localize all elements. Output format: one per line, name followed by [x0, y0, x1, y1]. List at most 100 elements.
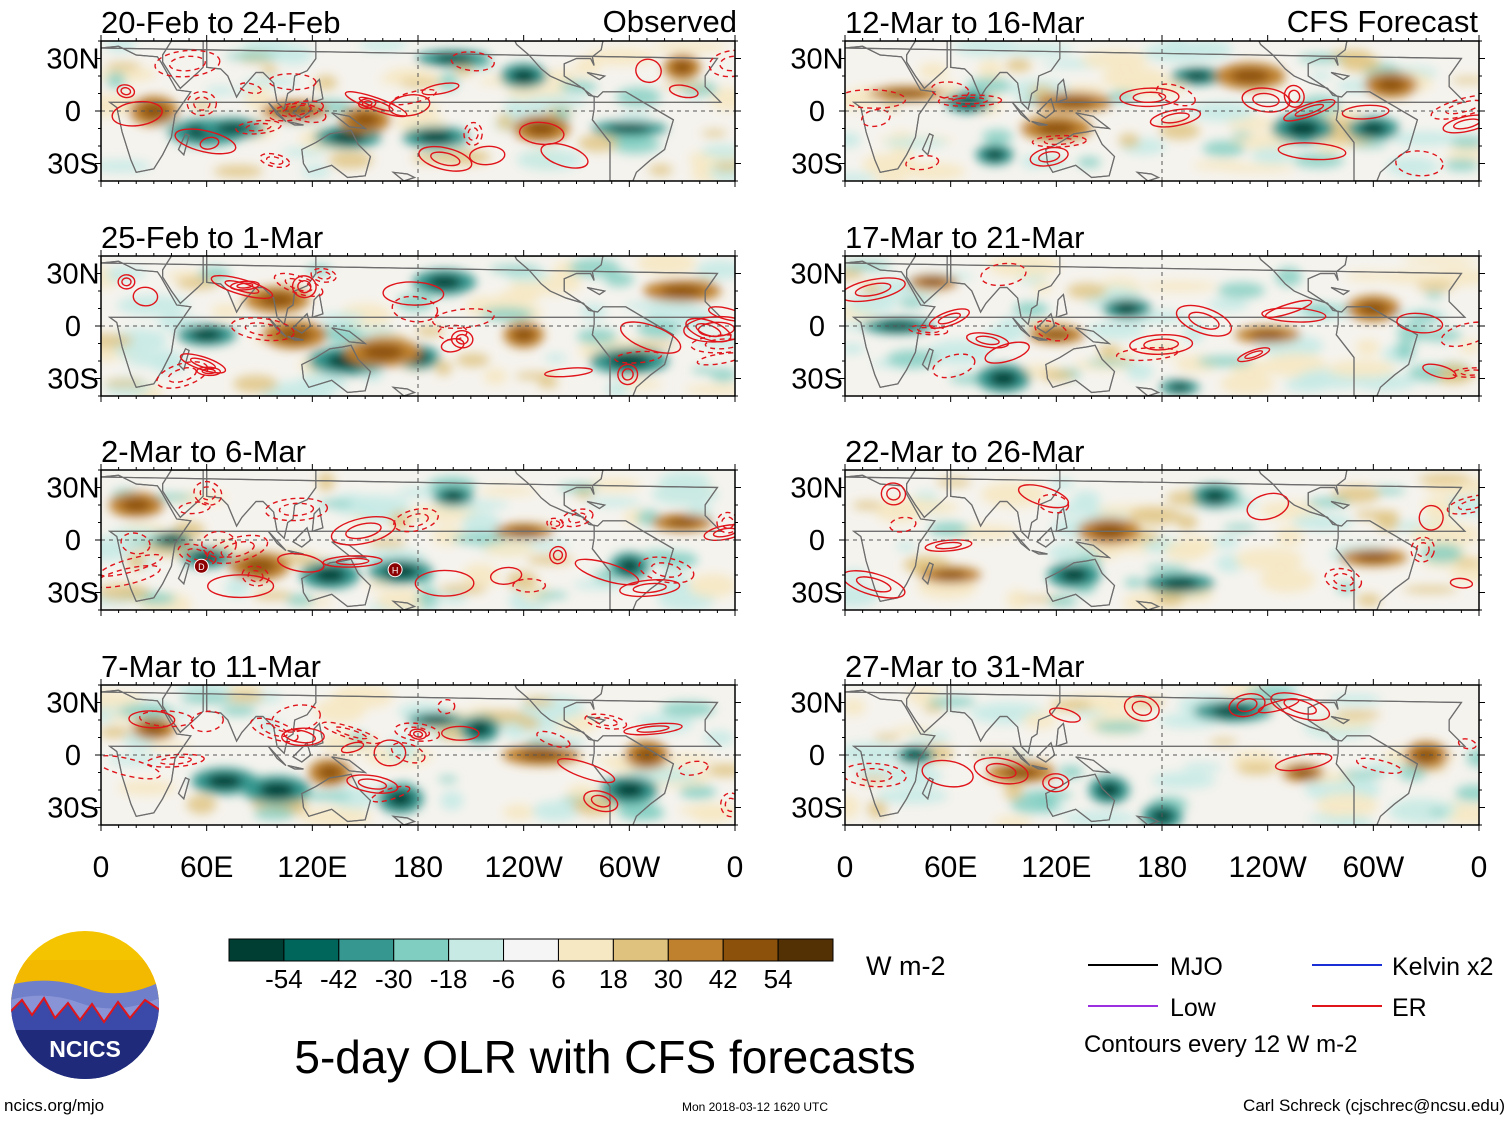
er-contour: [552, 549, 564, 561]
anomaly-blob: [928, 521, 969, 537]
er-contour: [544, 367, 593, 378]
anomaly-blob: [456, 353, 490, 367]
er-contour: [285, 102, 327, 124]
er-contour: [199, 136, 220, 150]
anomaly-blob: [845, 794, 860, 819]
coastline: [905, 41, 948, 90]
er-contour: [201, 530, 237, 559]
er-contour: [174, 128, 237, 155]
er-contour: [388, 94, 431, 117]
anomaly-blob: [713, 162, 735, 172]
er-contour: [1132, 91, 1167, 104]
er-contour: [235, 119, 282, 135]
colorbar-label: 30: [654, 964, 683, 994]
anomaly-blob: [439, 592, 468, 605]
er-contour: [934, 541, 962, 550]
er-contour: [207, 574, 275, 599]
anomaly-blob: [233, 375, 278, 393]
anomaly-core: [1168, 383, 1191, 392]
anomaly-core: [1097, 782, 1121, 798]
anomaly-blob: [874, 174, 910, 181]
anomaly-blob: [1292, 514, 1353, 531]
coastline: [1135, 600, 1161, 610]
anomaly-core: [933, 570, 968, 580]
er-contour: [101, 564, 161, 589]
anomaly-blob: [440, 790, 464, 811]
er-contour: [345, 522, 382, 540]
er-contour: [1149, 108, 1202, 128]
er-contour: [1324, 567, 1363, 592]
anomaly-core: [426, 275, 462, 290]
anomaly-core: [1113, 302, 1141, 315]
er-contour: [1031, 134, 1087, 148]
anomaly-blob: [1032, 281, 1053, 294]
er-contours: [101, 699, 735, 818]
y-tick-label: 30N: [46, 688, 99, 720]
anomaly-blob: [1081, 49, 1149, 70]
anomaly-blob: [479, 486, 537, 496]
anomaly-blob: [873, 734, 901, 741]
anomaly-blob: [1333, 710, 1381, 719]
anomaly-blob: [101, 537, 134, 561]
anomaly-blob: [847, 293, 898, 314]
er-contour: [321, 721, 381, 745]
er-contour: [965, 332, 1010, 349]
coastline: [1258, 41, 1419, 181]
er-contour: [330, 516, 397, 546]
er-contour: [440, 338, 465, 353]
anomaly-blob: [261, 64, 278, 76]
er-contour: [467, 126, 479, 141]
er-contours: [845, 81, 1479, 177]
coastline: [206, 470, 317, 540]
anomaly-blob: [927, 339, 993, 365]
anomaly-blob: [314, 75, 338, 90]
anomaly-blob: [982, 129, 1014, 145]
er-contour: [584, 713, 628, 730]
anomaly-blob: [1417, 473, 1472, 485]
er-contour: [1241, 87, 1291, 113]
anomaly-blob: [1450, 135, 1479, 149]
anomaly-blob: [1380, 270, 1447, 284]
coastlines: [101, 685, 723, 825]
er-contour: [889, 516, 917, 533]
anomaly-blob: [690, 803, 734, 823]
anomaly-blob: [1048, 595, 1078, 607]
er-contour: [193, 480, 223, 506]
er-contour: [281, 727, 325, 747]
anomaly-blob: [1328, 816, 1375, 825]
anomaly-core: [361, 344, 404, 361]
x-tick-label: 120W: [484, 851, 563, 884]
colorbar-swatch: [393, 938, 450, 962]
anomaly-core: [1202, 489, 1228, 503]
er-contour: [636, 725, 670, 733]
anomaly-blob: [1386, 156, 1439, 177]
anomaly-blob: [569, 258, 620, 278]
er-contour: [583, 790, 619, 813]
coastline: [1031, 549, 1048, 555]
er-contour: [111, 100, 163, 127]
er-contour: [128, 710, 176, 729]
er-contour: [120, 86, 132, 96]
er-contour: [1332, 572, 1354, 587]
anomaly-blob: [502, 804, 536, 821]
legend-low-label: Low: [1170, 994, 1217, 1022]
er-contour: [650, 562, 683, 578]
coastlines: [845, 256, 1467, 396]
anomaly-blob: [1155, 591, 1185, 607]
coastline: [177, 561, 190, 585]
anomaly-blob: [1040, 369, 1075, 382]
er-contour: [632, 582, 667, 594]
er-contour: [1457, 738, 1477, 750]
anomaly-core: [160, 535, 183, 545]
footer-url[interactable]: ncics.org/mjo: [4, 1096, 104, 1115]
coastline: [301, 129, 372, 179]
er-contour: [210, 274, 274, 300]
anomaly-core: [1040, 330, 1073, 340]
anomaly-blob: [710, 368, 735, 382]
anomaly-blob: [1066, 283, 1107, 299]
anomaly-blob: [1310, 71, 1332, 81]
anomaly-blob: [916, 501, 959, 514]
